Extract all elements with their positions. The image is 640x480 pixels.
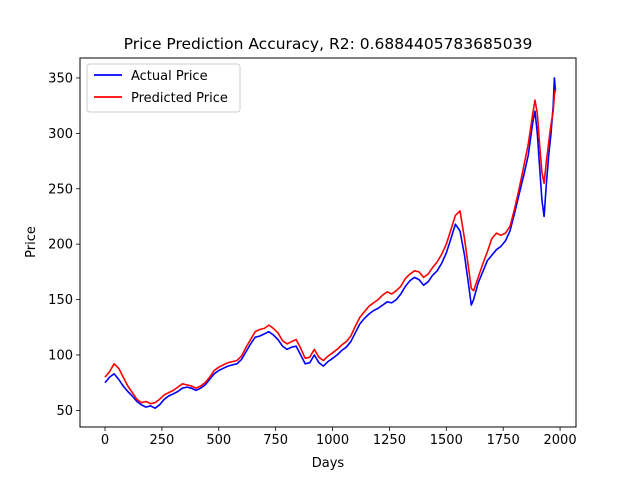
x-axis: 0 250 500 750 1000 1250 1500 1750 2000 — [101, 427, 577, 448]
legend: Actual Price Predicted Price — [86, 63, 241, 113]
y-tick-label: 250 — [48, 182, 73, 197]
chart-title: Price Prediction Accuracy, R2: 0.6884405… — [124, 35, 533, 53]
y-axis-label: Price — [24, 226, 39, 258]
x-tick-label: 1250 — [373, 433, 406, 448]
legend-box — [86, 63, 241, 113]
predicted-price-line — [104, 88, 557, 405]
y-tick-label: 50 — [56, 404, 73, 419]
x-tick-label: 750 — [263, 433, 288, 448]
series-layer — [104, 77, 557, 409]
x-tick-label: 1000 — [316, 433, 349, 448]
y-tick-label: 300 — [48, 127, 73, 142]
y-axis: 50 100 150 200 250 300 350 — [48, 71, 80, 419]
y-tick-label: 100 — [48, 348, 73, 363]
legend-label-actual: Actual Price — [131, 69, 208, 84]
y-tick-label: 200 — [48, 238, 73, 253]
plot-frame — [79, 57, 577, 428]
y-tick-label: 350 — [48, 71, 73, 86]
x-axis-label: Days — [312, 456, 345, 471]
legend-label-predicted: Predicted Price — [131, 91, 228, 106]
x-tick-label: 1750 — [487, 433, 520, 448]
x-tick-label: 2000 — [544, 433, 577, 448]
x-tick-label: 250 — [149, 433, 174, 448]
x-tick-label: 1500 — [430, 433, 463, 448]
x-tick-label: 500 — [206, 433, 231, 448]
x-tick-label: 0 — [101, 433, 109, 448]
actual-price-line — [104, 77, 557, 409]
y-tick-label: 150 — [48, 293, 73, 308]
